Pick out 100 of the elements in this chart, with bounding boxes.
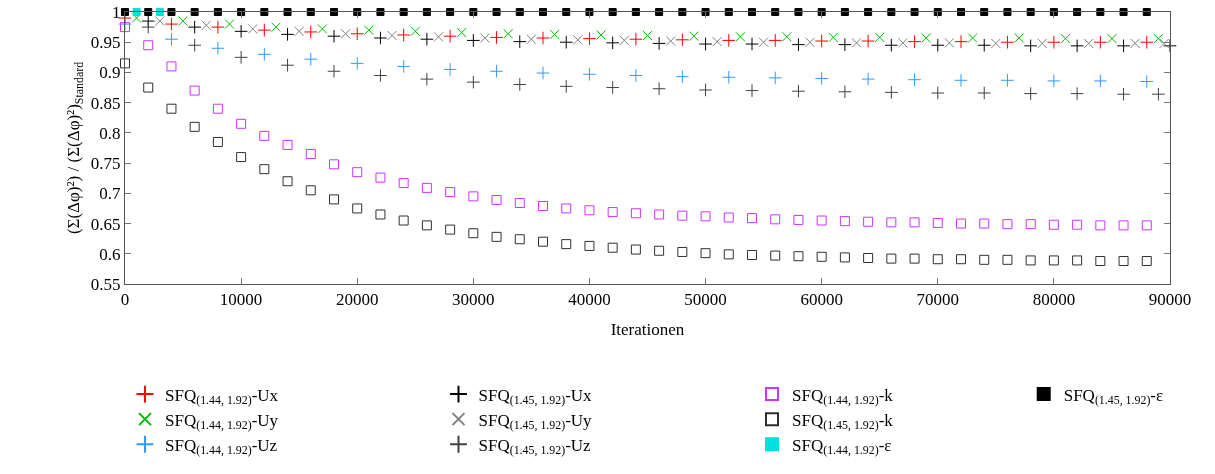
x-tick-label: 10000 <box>219 290 263 310</box>
point <box>166 61 177 72</box>
legend-label: SFQ$_{(1.44, 1.92)}$-Ux <box>165 385 279 408</box>
point <box>466 75 481 89</box>
point <box>120 22 130 33</box>
point <box>745 37 759 51</box>
point <box>956 218 966 229</box>
point <box>224 19 235 30</box>
point <box>1047 74 1061 88</box>
point <box>1070 86 1084 101</box>
point <box>954 34 968 49</box>
point <box>259 130 270 141</box>
point <box>768 33 783 48</box>
point <box>373 68 388 83</box>
point <box>201 20 212 31</box>
point <box>791 37 806 52</box>
point <box>582 67 597 82</box>
point <box>443 62 457 77</box>
point <box>1047 35 1061 50</box>
point <box>1037 38 1048 49</box>
point <box>211 41 225 56</box>
x-tick-label: 50000 <box>684 290 727 310</box>
point <box>977 86 992 100</box>
point <box>1014 32 1025 43</box>
point <box>814 71 829 86</box>
legend-label: SFQ$_{(1.44, 1.92)}$-Uy <box>165 410 279 433</box>
point <box>582 31 597 46</box>
point <box>839 252 850 263</box>
point <box>420 32 434 46</box>
point <box>907 34 922 49</box>
y-tick-label: 0.95 <box>90 33 121 53</box>
point <box>584 240 595 251</box>
point <box>445 187 456 198</box>
point <box>340 28 351 39</box>
y-tick-label: 1 <box>112 2 121 22</box>
point <box>282 176 293 187</box>
point <box>234 50 248 65</box>
point <box>700 211 711 222</box>
point <box>735 31 746 42</box>
point <box>352 203 363 214</box>
point <box>132 8 141 16</box>
point <box>257 23 272 37</box>
point <box>512 34 527 49</box>
point <box>212 103 223 114</box>
point <box>491 194 502 205</box>
point <box>654 209 665 220</box>
point <box>677 210 688 221</box>
point <box>559 35 574 50</box>
point <box>1095 220 1106 231</box>
point <box>1118 256 1129 267</box>
point <box>1151 87 1166 101</box>
point <box>897 37 908 48</box>
point <box>141 20 156 34</box>
x-tick-label: 70000 <box>916 290 960 310</box>
point <box>536 66 550 80</box>
point <box>503 28 514 39</box>
point <box>329 159 339 170</box>
point <box>698 83 713 97</box>
point <box>654 245 665 256</box>
point <box>1072 219 1083 230</box>
point <box>445 224 456 235</box>
point <box>723 249 734 260</box>
point <box>456 27 467 38</box>
point <box>257 47 272 62</box>
point <box>396 59 411 74</box>
point <box>1070 39 1084 53</box>
point <box>607 207 618 218</box>
point <box>816 251 827 262</box>
point <box>990 38 1001 49</box>
point <box>629 68 643 83</box>
legend-label: SFQ$_{(1.45, 1.92)}$-Uy <box>478 410 593 433</box>
point <box>350 26 365 41</box>
y-tick-label: 0.7 <box>99 184 122 204</box>
point <box>677 246 688 257</box>
point <box>1083 38 1094 49</box>
point <box>605 36 620 50</box>
point <box>1163 39 1177 53</box>
point <box>956 254 966 265</box>
point <box>909 253 920 264</box>
point <box>977 38 992 53</box>
point <box>283 8 292 16</box>
x-tick-label: 0 <box>120 290 130 310</box>
legend-label: SFQ$_{(1.44, 1.92)}$-Uz <box>165 435 278 458</box>
point <box>723 212 734 223</box>
point <box>793 214 804 225</box>
point <box>838 84 852 99</box>
point <box>375 172 386 183</box>
point <box>154 16 165 27</box>
point <box>907 72 922 87</box>
point <box>675 69 690 84</box>
point <box>420 72 434 86</box>
point <box>921 32 932 43</box>
point <box>211 20 225 34</box>
point <box>793 251 804 262</box>
point <box>768 71 783 85</box>
legend-label: SFQ$_{(1.44, 1.92)}$-k <box>792 385 894 408</box>
point <box>886 253 897 264</box>
point <box>979 254 990 265</box>
point <box>584 205 595 216</box>
point <box>421 220 432 231</box>
